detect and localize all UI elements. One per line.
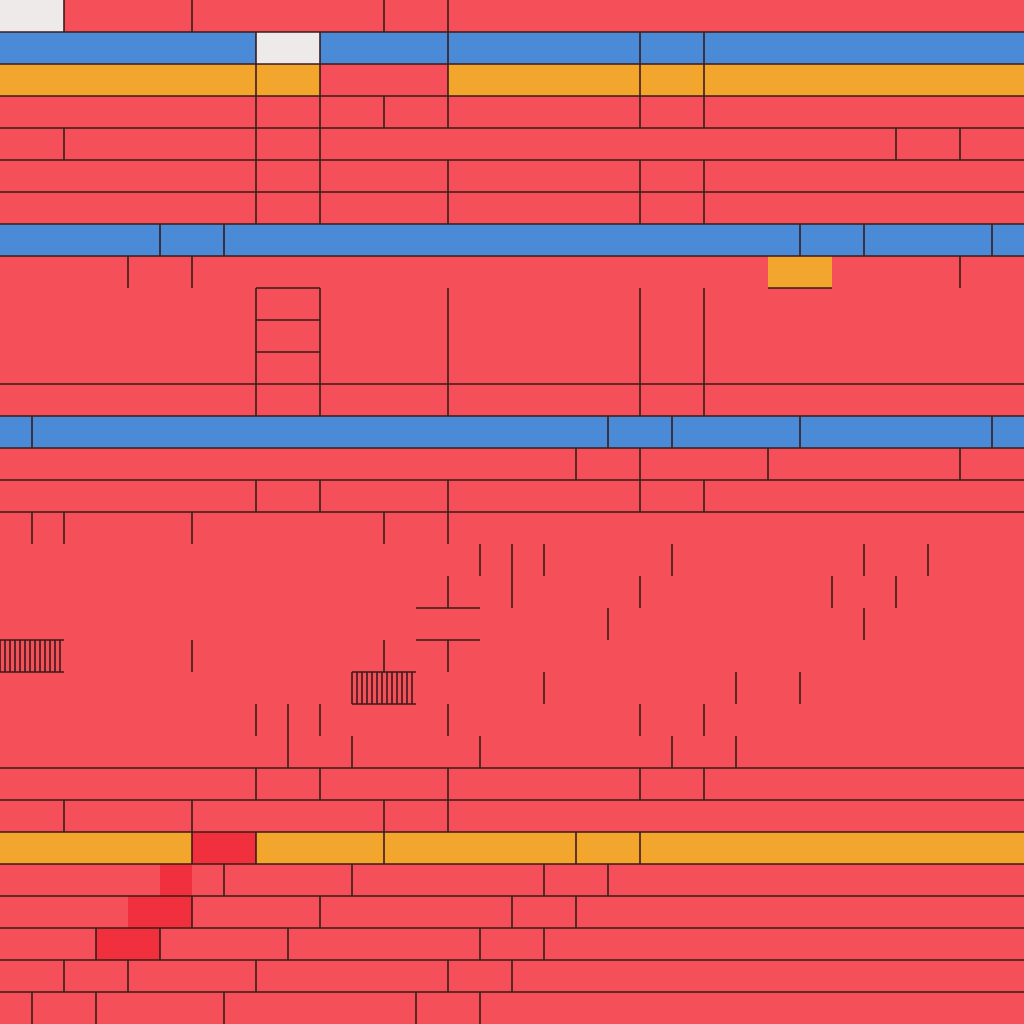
dark-red-brick (96, 928, 128, 960)
white-brick (256, 32, 320, 64)
orange-band (0, 64, 320, 96)
orange-band (448, 64, 1024, 96)
blue-band (0, 224, 1024, 256)
dark-red-brick (192, 832, 256, 864)
orange-brick (768, 256, 832, 288)
orange-band (0, 832, 192, 864)
blue-band (0, 32, 1024, 64)
white-brick (0, 0, 64, 32)
blue-band (0, 416, 1024, 448)
